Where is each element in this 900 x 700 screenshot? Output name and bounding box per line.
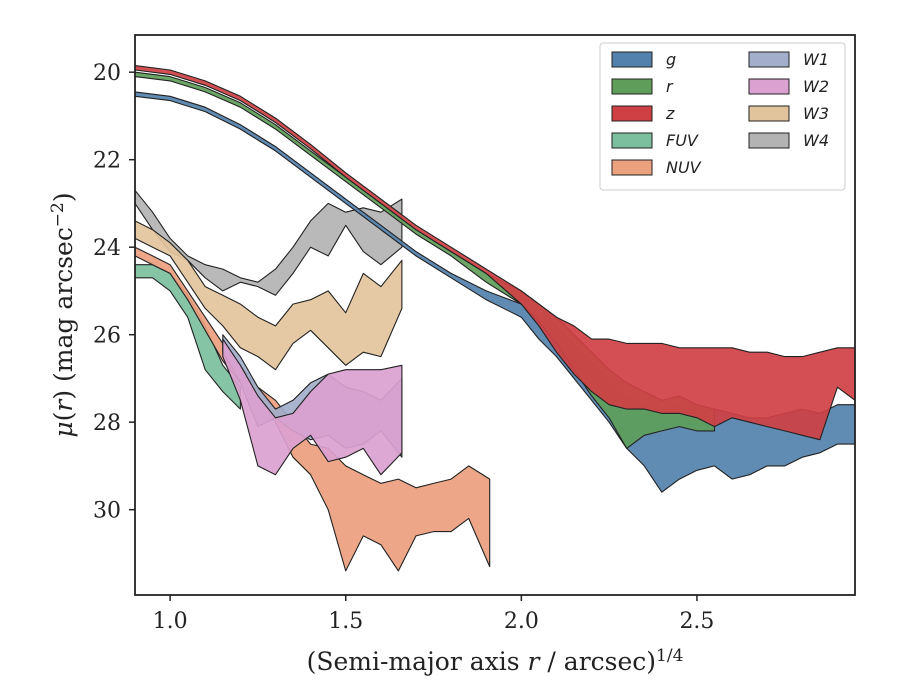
legend-label-fuv: FUV [666,131,699,150]
legend-label-z: z [665,104,675,123]
band-w2 [222,338,403,476]
tick-layer: 1.0 1.5 2.0 2.5 20 22 24 26 28 30 [93,61,714,634]
legend-label-w1: W1 [803,50,829,69]
y-tick-label: 26 [93,324,121,349]
legend-label-w4: W4 [803,131,829,150]
legend-swatch-nuv [611,159,653,176]
legend-label-w3: W3 [803,104,829,123]
band-w4 [134,189,403,296]
y-tick-label: 24 [93,236,121,261]
legend-swatch-r [611,78,653,95]
y-tick-label: 30 [93,499,121,524]
band-layer [134,65,856,572]
legend: grz FUV NUV W1 W2 W3 W4 [599,42,846,191]
legend-label-r: r [666,77,674,96]
y-axis-label: μ(r) (mag arcsec−2) [48,192,78,437]
plot-frame [134,34,856,596]
legend-swatch-z [611,105,653,122]
legend-label-nuv: NUV [666,158,702,177]
x-tick-label: 2.5 [679,609,714,634]
legend-swatch-w4 [748,132,790,149]
x-tick-label: 2.0 [504,609,539,634]
y-tick-label: 22 [93,149,121,174]
y-tick-label: 20 [93,61,121,86]
x-tick-label: 1.5 [328,609,363,634]
legend-swatch-w3 [748,105,790,122]
band-w3 [134,220,403,371]
legend-swatch-fuv [611,132,653,149]
legend-label-g: g [666,50,676,69]
legend-swatch-w1 [748,51,790,68]
legend-label-w2: W2 [803,77,829,96]
legend-swatch-w2 [748,78,790,95]
legend-swatch-g [611,51,653,68]
x-axis-label: (Semi-major axis r / arcsec)1/4 [307,646,684,676]
x-tick-label: 1.0 [153,609,188,634]
y-tick-label: 28 [93,411,121,436]
